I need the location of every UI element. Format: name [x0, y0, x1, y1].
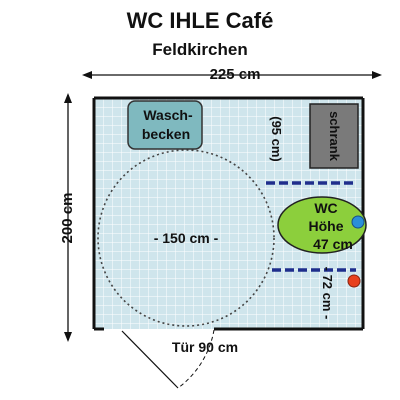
- washbasin: [127, 100, 203, 150]
- wc-gap-label: - 72 cm -: [320, 267, 335, 320]
- turning-circle: [97, 149, 275, 327]
- turning-circle-label: - 150 cm -: [154, 230, 219, 246]
- page-subtitle: Feldkirchen: [152, 40, 248, 59]
- page-title: WC IHLE Café: [126, 8, 274, 33]
- height-dimension-arrow: [64, 93, 72, 342]
- wc-label-line2: Höhe: [309, 218, 344, 234]
- cabinet: [309, 103, 359, 169]
- emergency-button-icon: [347, 274, 361, 288]
- cabinet-label: schrank: [327, 111, 342, 162]
- wc-label-line3: 47 cm: [313, 236, 353, 252]
- wc-toilet: [277, 196, 367, 254]
- door-swing: [121, 329, 215, 389]
- door-label: Tür 90 cm: [172, 339, 238, 355]
- cabinet-depth-label: (95 cm): [269, 116, 284, 162]
- wc-label-line1: WC: [314, 200, 337, 216]
- width-label: 225 cm: [210, 66, 261, 83]
- washbasin-label-line1: Wasch-: [143, 107, 193, 123]
- height-label: 200 cm: [59, 193, 76, 244]
- flush-button-icon: [351, 215, 365, 229]
- width-dimension-arrow: [82, 71, 382, 79]
- washbasin-label-line2: becken: [142, 126, 190, 142]
